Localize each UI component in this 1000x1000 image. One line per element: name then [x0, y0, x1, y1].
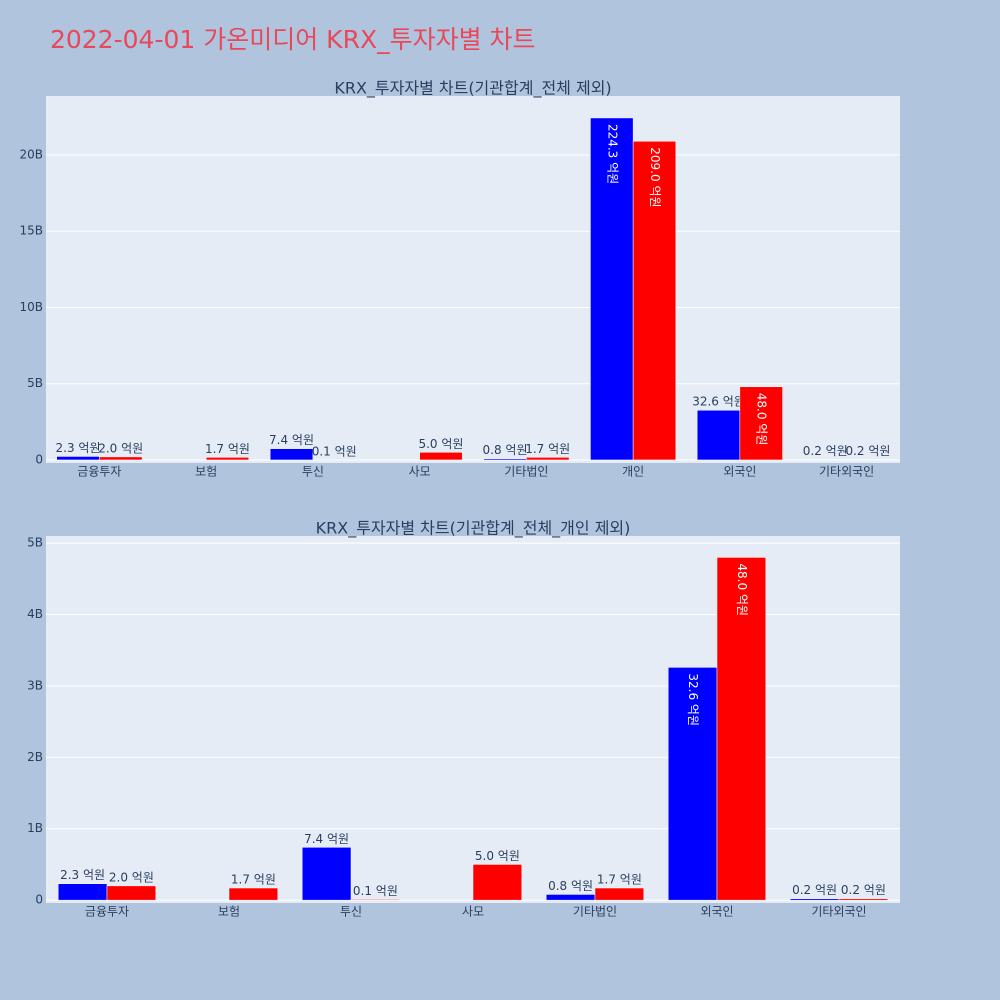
x-tick-label: 보험 [218, 905, 240, 919]
value-label: 0.2 억원 [792, 883, 837, 897]
bar [789, 898, 840, 901]
value-label: 2.3 억원 [60, 868, 105, 882]
bar [57, 883, 108, 901]
bar [739, 386, 783, 461]
x-tick-label: 기타법인 [504, 465, 548, 479]
value-label: 209.0 억원 [648, 147, 662, 207]
x-tick-label: 개인 [622, 465, 644, 479]
value-label: 0.2 억원 [841, 883, 886, 897]
bar [269, 448, 314, 461]
value-label: 1.7 억원 [525, 442, 570, 456]
value-label: 2.0 억원 [98, 441, 143, 455]
bar [99, 456, 143, 461]
x-tick-label: 사모 [409, 465, 431, 479]
value-label: 32.6 억원 [686, 673, 700, 726]
bar [594, 887, 645, 901]
bar [472, 864, 523, 901]
bar [545, 894, 596, 901]
value-label: 0.8 억원 [548, 879, 593, 893]
bar [419, 452, 463, 461]
bar [696, 409, 741, 461]
bar [106, 885, 157, 901]
x-tick-label: 외국인 [723, 465, 756, 479]
x-tick-label: 사모 [462, 905, 484, 919]
value-label: 5.0 억원 [475, 849, 520, 863]
y-tick-label: 15B [19, 224, 43, 238]
x-tick-label: 금융투자 [77, 465, 121, 479]
y-tick-label: 0 [35, 893, 43, 907]
value-label: 2.0 억원 [109, 870, 154, 884]
x-tick-label: 투신 [302, 465, 324, 479]
value-label: 0.2 억원 [845, 444, 890, 458]
value-label: 224.3 억원 [605, 124, 619, 184]
x-tick-label: 기타외국인 [819, 465, 874, 479]
bar [632, 141, 677, 461]
value-label: 0.8 억원 [483, 443, 528, 457]
bar [350, 899, 401, 901]
y-tick-label: 4B [27, 607, 43, 621]
x-tick-label: 외국인 [700, 905, 733, 919]
value-label: 1.7 억원 [597, 873, 642, 887]
x-tick-label: 금융투자 [85, 905, 129, 919]
bar [483, 458, 527, 461]
y-tick-label: 5B [27, 536, 43, 550]
value-label: 5.0 억원 [418, 437, 463, 451]
x-tick-label: 기타법인 [573, 905, 617, 919]
y-tick-label: 2B [27, 750, 43, 764]
chart-title: KRX_투자자별 차트(기관합계_전체 제외) [334, 79, 611, 99]
plot-area [46, 536, 900, 903]
bar [56, 456, 100, 461]
y-tick-label: 5B [27, 376, 43, 390]
bar [716, 557, 767, 901]
value-label: 0.1 억원 [353, 884, 398, 898]
value-label: 7.4 억원 [269, 433, 314, 447]
y-tick-label: 10B [19, 300, 43, 314]
y-tick-label: 20B [19, 148, 43, 162]
chart-title: KRX_투자자별 차트(기관합계_전체_개인 제외) [316, 519, 631, 539]
y-tick-label: 3B [27, 678, 43, 692]
y-tick-label: 1B [27, 821, 43, 835]
value-label: 2.3 억원 [56, 441, 101, 455]
bar [526, 457, 570, 461]
page-title: 2022-04-01 가온미디어 KRX_투자자별 차트 [50, 25, 536, 54]
value-label: 0.1 억원 [312, 444, 357, 458]
value-label: 1.7 억원 [231, 873, 276, 887]
value-label: 0.2 억원 [803, 444, 848, 458]
value-label: 7.4 억원 [304, 832, 349, 846]
bar [590, 117, 634, 461]
bar [838, 898, 889, 901]
bar [228, 887, 279, 901]
x-tick-label: 기타외국인 [811, 905, 866, 919]
value-label: 32.6 억원 [692, 395, 745, 409]
x-tick-label: 투신 [340, 905, 362, 919]
value-label: 48.0 억원 [735, 563, 749, 616]
y-tick-label: 0 [35, 452, 43, 466]
bar [205, 457, 250, 461]
value-label: 48.0 억원 [755, 393, 769, 446]
x-tick-label: 보험 [195, 465, 217, 479]
value-label: 1.7 억원 [205, 442, 250, 456]
bar [301, 847, 352, 901]
